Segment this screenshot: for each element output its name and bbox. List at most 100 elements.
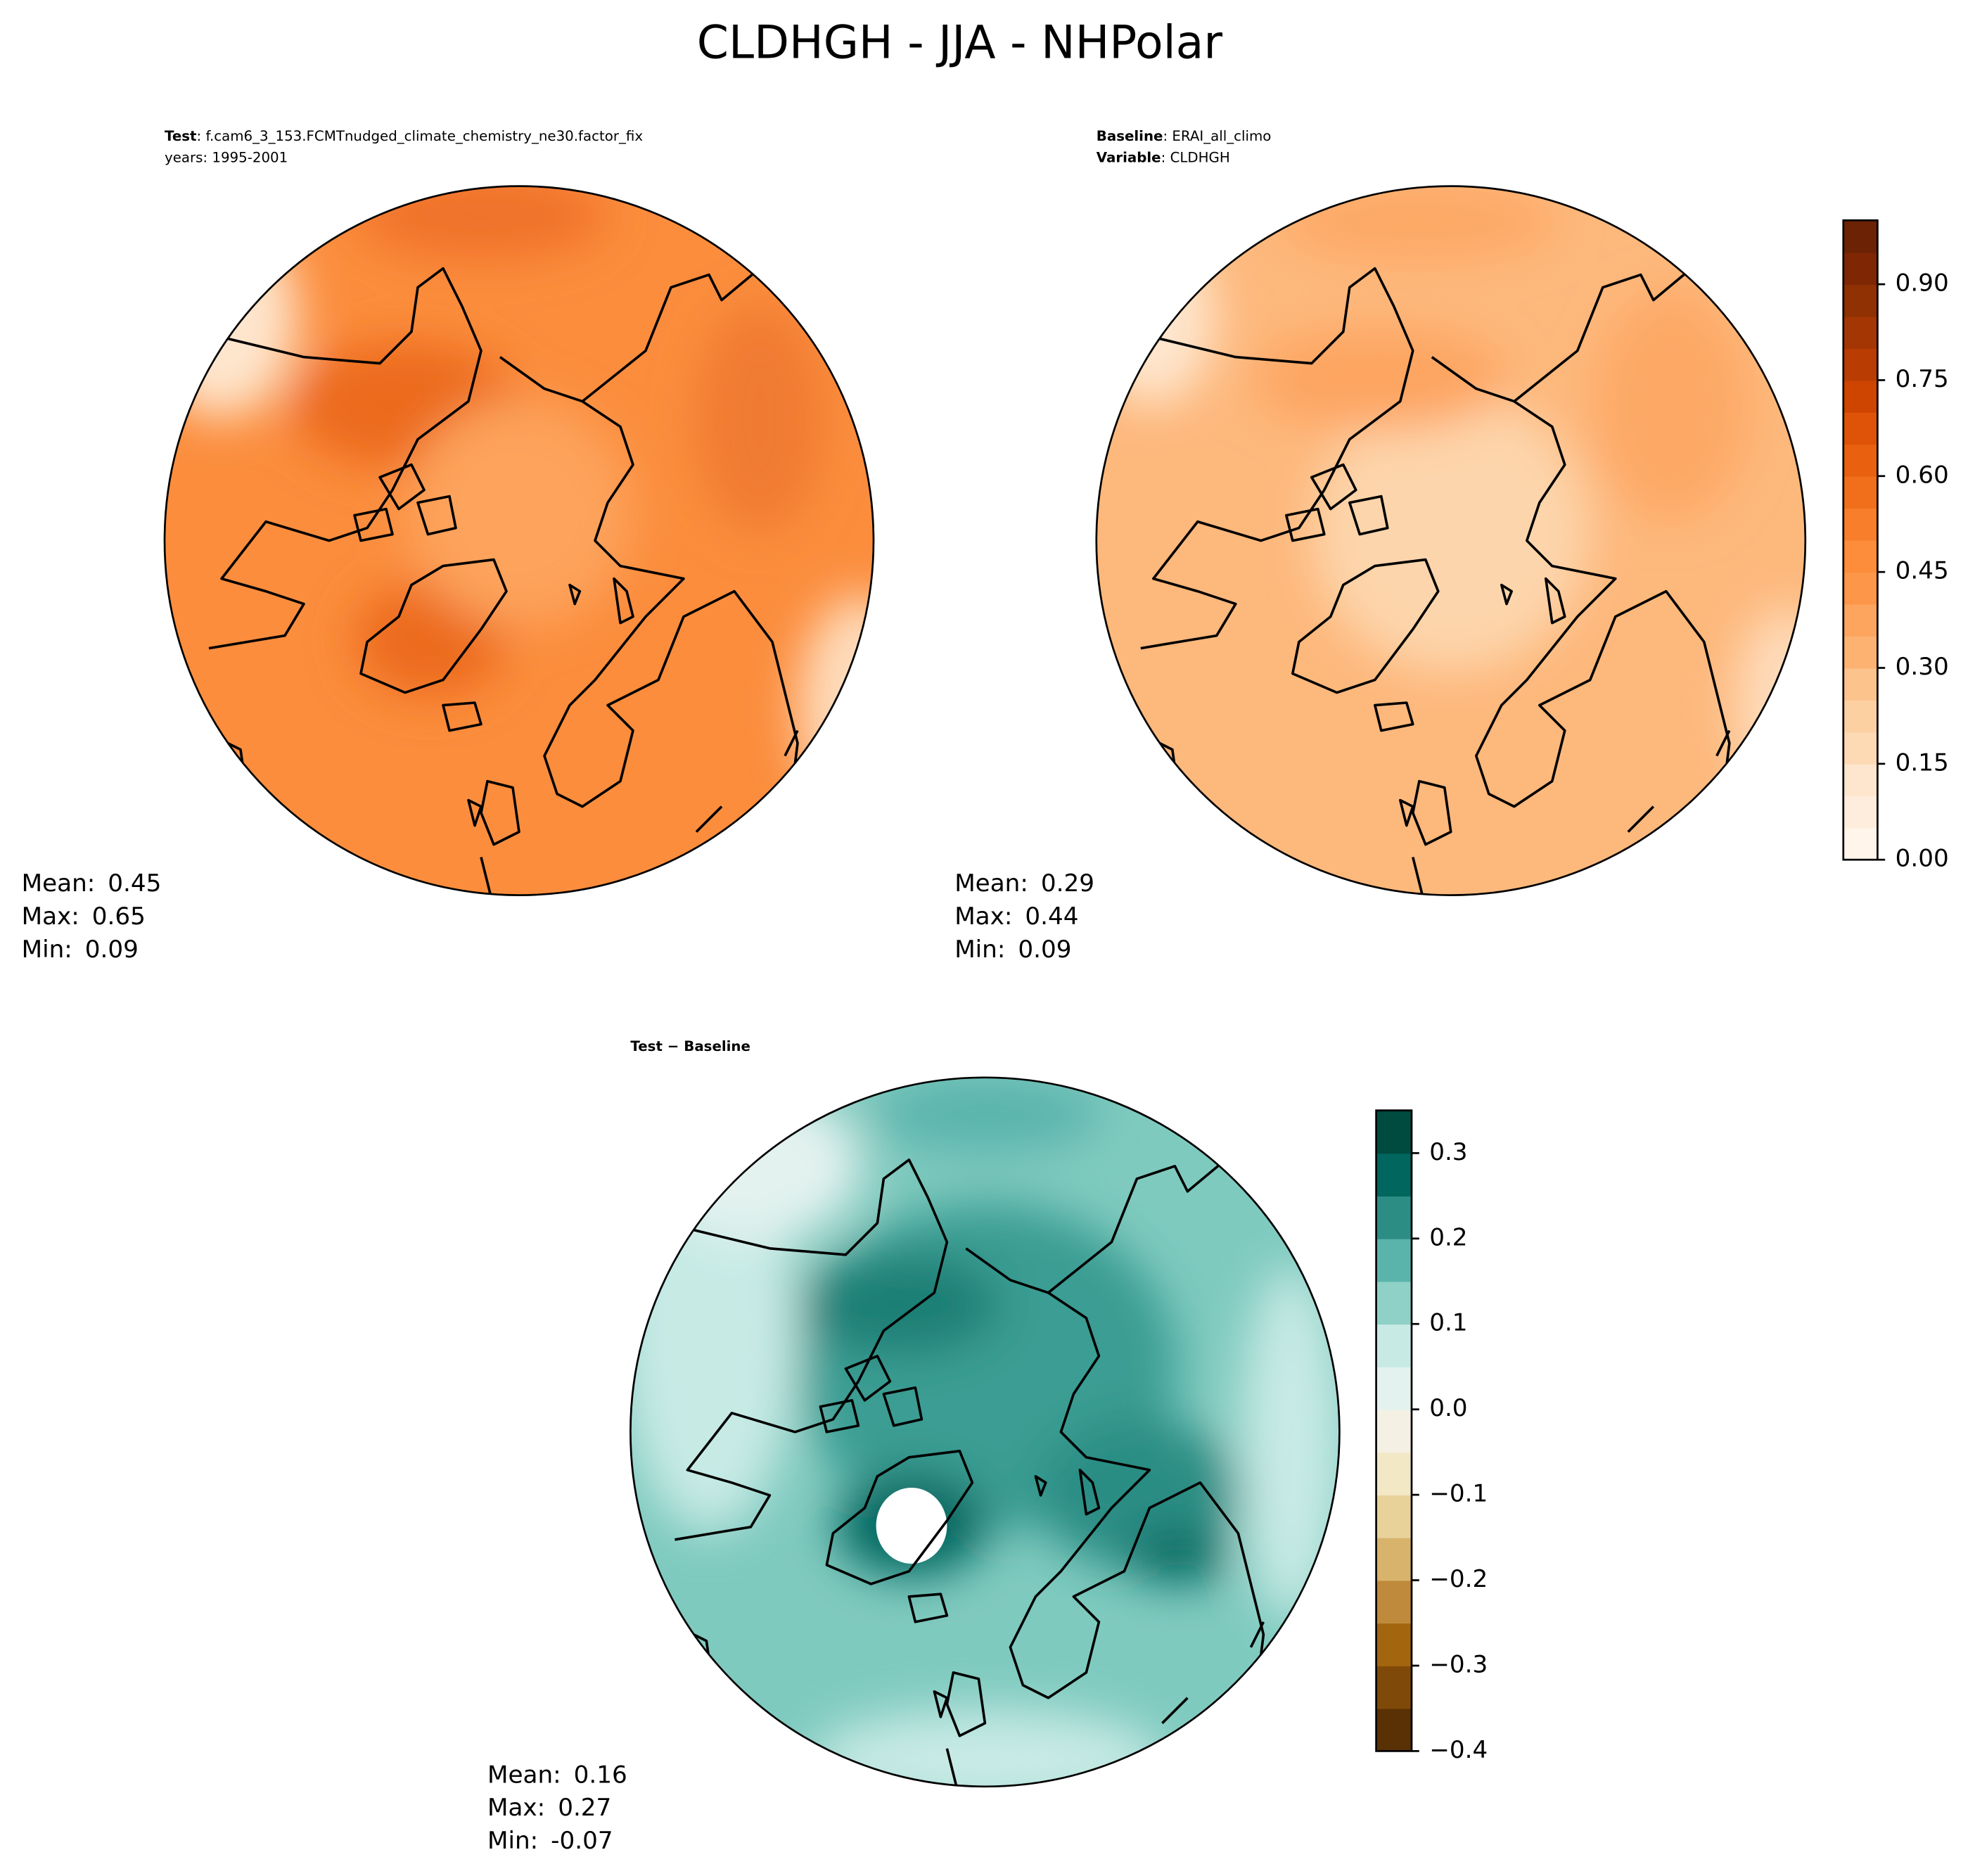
header-text: : ERAI_all_climo [1163,128,1271,144]
header-key: Variable [1097,149,1161,165]
header-key: Test [165,128,197,144]
stat-label: Min: [954,936,1005,964]
stat-label: Mean: [487,1761,561,1789]
header-text: : f.cam6_3_153.FCMTnudged_climate_chemis… [197,128,644,144]
colorbar-band [1843,316,1878,349]
difference-map [630,1077,1340,1787]
colorbar-band [1376,1238,1412,1282]
colorbar-tick-label: 0.2 [1429,1223,1467,1251]
colorbar-band [1843,572,1878,605]
colorbar-tick-label: 0.45 [1896,557,1949,585]
header-text: years: 1995-2001 [165,149,288,165]
colorbar-band [1843,284,1878,317]
colorbar-tick-label: 0.75 [1896,365,1949,393]
panel-header: Baseline: ERAI_all_climo [1097,128,1272,144]
colorbar-band [1843,411,1878,445]
colorbar-band [1843,444,1878,477]
stat-line: Min: 0.09 [954,936,1071,964]
map-border [1095,185,1807,896]
colorbar-tick-label: 0.90 [1896,269,1949,298]
colorbar-band [1843,347,1878,381]
colorbar-band [1376,1153,1412,1197]
baseline-map [1096,186,1805,895]
colorbar-band [1376,1537,1412,1581]
colorbar-band [1843,476,1878,509]
map-border [163,185,875,896]
stat-line: Max: 0.44 [954,902,1078,931]
colorbar-frame [1842,219,1879,861]
annotations: Test: f.cam6_3_153.FCMTnudged_climate_ch… [22,128,1949,1855]
stat-line: Min: -0.07 [487,1827,613,1855]
stat-value: 0.65 [92,902,146,931]
stat-line: Max: 0.65 [22,902,146,931]
panel-header: Test − Baseline [630,1038,750,1054]
colorbar-band [1376,1409,1412,1453]
colorbar-band [1376,1623,1412,1666]
colorbar-band [1843,220,1878,253]
colorbar-band [1843,668,1878,701]
stat-label: Min: [487,1827,538,1855]
colorbar-tick-label: −0.3 [1429,1650,1488,1678]
colorbar-tick-label: −0.1 [1429,1480,1488,1508]
colorbar-band [1376,1708,1412,1752]
stat-line: Mean: 0.16 [487,1761,627,1789]
colorbar-tick-label: 0.15 [1896,748,1949,777]
stat-label: Max: [22,902,79,931]
colorbar-band [1376,1495,1412,1538]
colorbar-band [1376,1452,1412,1495]
stat-line: Mean: 0.45 [22,869,162,898]
stat-line: Max: 0.27 [487,1794,611,1822]
colorbar-band [1843,827,1878,861]
stat-label: Max: [487,1794,545,1822]
colorbar-tick-label: 0.1 [1429,1309,1467,1337]
panel-header: Variable: CLDHGH [1097,149,1230,165]
colorbar-band [1376,1324,1412,1367]
stat-label: Min: [22,936,72,964]
header-text: : CLDHGH [1161,149,1230,165]
colorbar-band [1843,796,1878,829]
stat-value: 0.44 [1025,902,1078,931]
panel-header: years: 1995-2001 [165,149,288,165]
colorbar-tick-label: 0.60 [1896,461,1949,489]
stat-line: Mean: 0.29 [954,869,1094,898]
colorbar-frame [1375,1109,1413,1752]
header-key: Test − Baseline [630,1038,750,1054]
stat-value: 0.09 [85,936,139,964]
colorbar-band [1843,699,1878,733]
header-key: Baseline [1097,128,1163,144]
colorbar-band [1843,636,1878,669]
stat-value: 0.09 [1018,936,1071,964]
stat-value: 0.45 [108,869,161,898]
colorbar-tick-label: −0.4 [1429,1736,1488,1764]
colorbar-band [1376,1281,1412,1325]
colorbar-tick-label: 0.30 [1896,653,1949,681]
colorbar-tick-label: −0.2 [1429,1565,1488,1593]
colorbar-tick-label: 0.3 [1429,1138,1467,1166]
colorbar-tick-label: 0.0 [1429,1394,1467,1422]
colorbar-band [1376,1580,1412,1624]
stat-value: 0.27 [558,1794,611,1822]
colorbar-tick-label: 0.00 [1896,845,1949,873]
stat-label: Mean: [22,869,96,898]
stat-value: 0.16 [574,1761,627,1789]
colorbar-band [1843,732,1878,765]
colorbar-band [1843,540,1878,573]
colorbar-band [1376,1665,1412,1709]
map-border [629,1076,1341,1788]
stat-label: Max: [954,902,1012,931]
colorbar-band [1843,604,1878,637]
colorbar-band [1843,380,1878,413]
colorbar-band [1376,1196,1412,1239]
colorbar-band [1843,508,1878,541]
colorbar-band [1843,252,1878,285]
figure-title: CLDHGH - JJA - NHPolar [697,16,1223,69]
stat-value: -0.07 [551,1827,613,1855]
stat-line: Min: 0.09 [22,936,139,964]
stat-label: Mean: [954,869,1028,898]
test-map [165,186,874,895]
colorbar-band [1376,1110,1412,1154]
colorbar-band [1843,763,1878,797]
colorbar-band [1376,1366,1412,1410]
panel-header: Test: f.cam6_3_153.FCMTnudged_climate_ch… [165,128,643,144]
